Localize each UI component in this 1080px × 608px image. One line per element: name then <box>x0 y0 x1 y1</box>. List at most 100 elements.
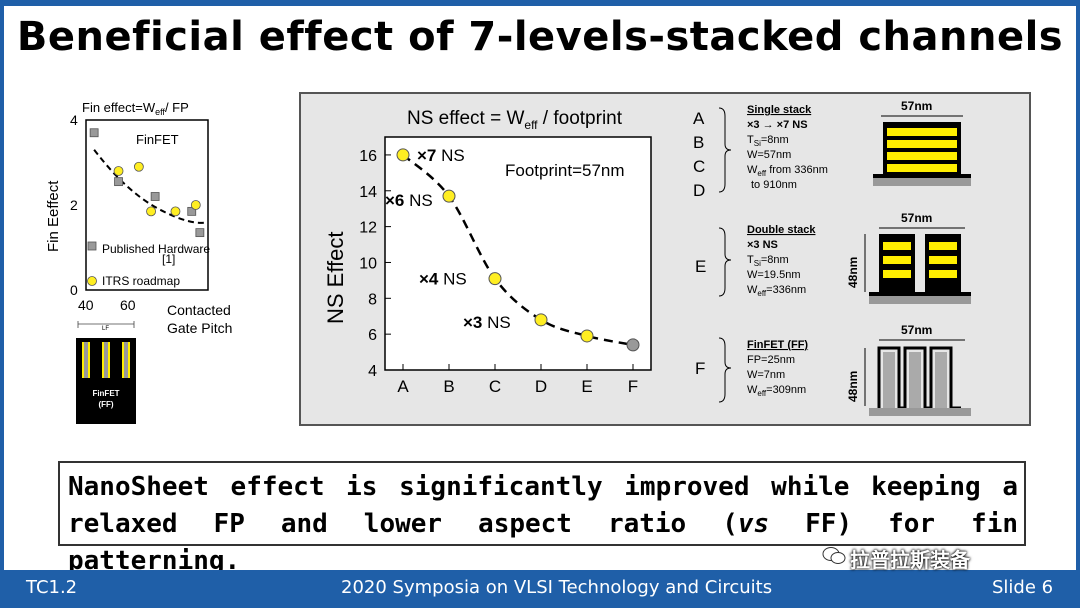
ns-xtick-label: B <box>443 377 454 396</box>
single-dim-label: 57nm <box>901 99 932 113</box>
finfet-height-label: 48nm <box>846 371 860 402</box>
watermark-text: 拉普拉斯装备 <box>850 548 970 572</box>
ns-ytick-label: 12 <box>359 220 377 237</box>
double-substrate <box>869 296 971 304</box>
brace-finfet <box>718 337 732 403</box>
double-stack-text: Double stack ×3 NS TSi=8nm W=19.5nm Weff… <box>747 224 816 298</box>
fin-x-ticks: 40 60 <box>78 297 136 313</box>
finfet-fin-2 <box>909 352 921 408</box>
conclusion-line-2: relaxed FP and lower aspect ratio (vs FF… <box>68 506 1018 580</box>
fin-ytick-4: 4 <box>70 112 78 128</box>
ns-ytick-label: 6 <box>368 327 377 344</box>
fin-y-ticks: 4 2 0 <box>70 112 78 298</box>
fin-itrs-point <box>170 206 181 217</box>
single-substrate <box>873 178 971 186</box>
footer-slide-number: Slide 6 <box>992 577 1054 598</box>
brace-single <box>718 107 732 193</box>
fin-chart-title: Fin effect=Weff/ FP <box>82 100 189 117</box>
ns-ytick-label: 14 <box>359 184 377 201</box>
ns-point-d <box>534 313 548 327</box>
conclusion-line-2-italic: vs <box>737 509 770 539</box>
legend-letter-e: E <box>695 257 706 276</box>
ns-ytick-label: 10 <box>359 255 377 272</box>
ns-point-label: ×7 NS <box>417 146 465 165</box>
ns-xtick-label: E <box>581 377 592 396</box>
ns-point-c <box>488 272 502 286</box>
finfet-line2: W=7nm <box>747 369 785 381</box>
footer-conference: 2020 Symposia on VLSI Technology and Cir… <box>341 577 773 598</box>
double-heading: Double stack <box>747 224 816 236</box>
double-height-label: 48nm <box>846 257 860 288</box>
fin-itrs-point <box>146 206 156 217</box>
fin-ytick-0: 0 <box>70 282 78 298</box>
letter-legend: A B C D E F <box>693 109 706 378</box>
slide-title: Beneficial effect of 7-levels-stacked ch… <box>16 14 1064 60</box>
finfet-substrate <box>869 408 971 416</box>
double-left-sheet-3 <box>883 270 911 278</box>
wechat-icon <box>822 547 846 564</box>
double-left-sheet-1 <box>883 242 911 250</box>
finfet-thumbnail: LF FinFET (FF) <box>76 321 136 424</box>
finfet-line3: Weff=309nm <box>747 384 806 398</box>
ns-xtick-label: F <box>628 377 638 396</box>
single-sheet-1 <box>887 128 957 136</box>
legend-letter-b: B <box>693 133 704 152</box>
fin-xtick-40: 40 <box>78 297 94 313</box>
brace-double <box>718 227 732 297</box>
finfet-heading: FinFET (FF) <box>747 339 808 351</box>
thumb-fin-3-core <box>124 342 128 378</box>
frame-right <box>1076 0 1080 570</box>
double-line1: ×3 NS <box>747 239 778 251</box>
fin-y-axis-label: Fin Eeffect <box>45 180 62 252</box>
ns-y-axis-label: NS Effect <box>323 231 348 324</box>
fin-itrs-point <box>113 166 124 176</box>
legend-letter-d: D <box>693 181 705 200</box>
ns-xtick-label: C <box>489 377 501 396</box>
single-line3: W=57nm <box>747 149 791 161</box>
single-line2: TSi=8nm <box>747 134 789 148</box>
finfet-dim-label: 57nm <box>901 323 932 337</box>
ns-point-label: ×3 NS <box>463 313 511 332</box>
single-heading: Single stack <box>747 104 812 116</box>
finfet-diagram: 57nm 48nm <box>846 323 971 416</box>
ns-ytick-label: 16 <box>359 148 377 165</box>
legend-itrs-label: ITRS roadmap <box>102 274 180 288</box>
fin-x-label-2: Gate Pitch <box>167 320 232 336</box>
frame-top <box>0 0 1080 6</box>
conclusion-line-2-pre: relaxed FP and lower aspect ratio ( <box>68 509 738 539</box>
ns-effect-chart: NS effect = Weff / footprint NS Effect F… <box>323 99 971 416</box>
ns-point-f <box>626 338 640 352</box>
conclusion-text: NanoSheet effect is significantly improv… <box>68 469 1018 580</box>
fin-published-point <box>195 228 205 238</box>
double-left-sheet-2 <box>883 256 911 264</box>
fin-ytick-2: 2 <box>70 197 78 213</box>
finfet-gate-outline <box>877 346 961 410</box>
legend-letter-f: F <box>695 359 705 378</box>
footer-session: TC1.2 <box>26 577 78 598</box>
legend-letter-c: C <box>693 157 705 176</box>
thumb-label-2: (FF) <box>98 400 113 409</box>
main-panel: NS effect = Weff / footprint NS Effect F… <box>299 92 1031 426</box>
single-line4: Weff from 336nm <box>747 164 828 178</box>
fin-published-point <box>89 128 99 138</box>
finfet-fin-1 <box>883 352 895 408</box>
single-sheet-2 <box>887 140 957 148</box>
fin-itrs-point <box>133 161 144 172</box>
ns-point-e <box>580 329 594 343</box>
double-line4: Weff=336nm <box>747 284 806 298</box>
ns-x-ticks: A B C D E F <box>397 364 638 396</box>
ns-y-ticks: 4 6 8 10 12 14 16 <box>359 148 391 380</box>
ns-ytick-label: 8 <box>368 291 377 308</box>
double-right-sheet-1 <box>929 242 957 250</box>
thumb-fin-1-core <box>84 342 88 378</box>
single-line1: ×3 → ×7 NS <box>747 119 808 131</box>
thumb-label-1: FinFET <box>92 389 119 398</box>
single-sheet-3 <box>887 152 957 160</box>
conclusion-box: NanoSheet effect is significantly improv… <box>58 461 1026 576</box>
thumb-top-label: LF <box>102 326 109 332</box>
legend-published-marker <box>87 241 97 251</box>
frame-left <box>0 0 4 570</box>
double-line2: TSi=8nm <box>747 254 789 268</box>
fin-itrs-point <box>190 200 201 210</box>
